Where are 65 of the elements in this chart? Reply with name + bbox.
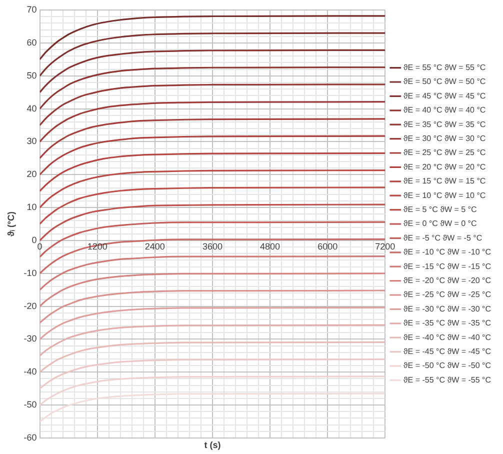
- legend-label: ϑE = 40 °C ϑW = 40 °C: [403, 106, 486, 115]
- legend-label: ϑE = -10 °C ϑW = -10 °C: [403, 248, 492, 257]
- line-series: [40, 49, 386, 94]
- y-axis-title: ϑᵢ (°C): [6, 211, 16, 237]
- legend-label: ϑE = 20 °C ϑW = 20 °C: [403, 162, 486, 172]
- legend-label: ϑE = 55 °C ϑW = 55 °C: [403, 63, 486, 72]
- line-series: [40, 376, 386, 406]
- y-tick-label: 60: [26, 37, 37, 48]
- legend-label: ϑE = -15 °C ϑW = -15 °C: [403, 262, 492, 271]
- y-tick-label: -50: [24, 400, 37, 410]
- legend-label: ϑE = -5 °C ϑW = -5 °C: [403, 233, 482, 242]
- y-tick-label: 10: [26, 202, 37, 212]
- x-axis-title: t (s): [204, 440, 221, 450]
- line-series: [40, 306, 386, 340]
- line-series: [40, 290, 386, 324]
- y-tick-label: -40: [24, 366, 37, 377]
- x-tick-label: 3600: [202, 241, 223, 252]
- legend-label: ϑE = 10 °C ϑW = 10 °C: [403, 190, 486, 200]
- line-series: [40, 118, 386, 159]
- legend-label: ϑE = 50 °C ϑW = 50 °C: [403, 77, 486, 86]
- y-tick-label: -20: [24, 300, 37, 311]
- y-tick-label: 70: [26, 4, 37, 14]
- legend-label: ϑE = 35 °C ϑW = 35 °C: [403, 120, 486, 129]
- line-series: [40, 32, 386, 77]
- line-series: [40, 272, 386, 308]
- x-tick-label: 2400: [144, 241, 165, 252]
- y-tick-label: 20: [26, 169, 37, 180]
- line-series: [40, 341, 386, 373]
- legend-label: ϑE = 45 °C ϑW = 45 °C: [403, 91, 486, 100]
- legend-label: ϑE = 15 °C ϑW = 15 °C: [403, 176, 486, 186]
- line-series: [40, 170, 386, 208]
- y-tick-label: -60: [24, 432, 37, 442]
- legend-label: ϑE = -25 °C ϑW = -25 °C: [403, 290, 492, 300]
- legend-label: ϑE = 0 °C ϑW = 0 °C: [403, 219, 477, 228]
- legend-label: ϑE = -55 °C ϑW = -55 °C: [403, 375, 492, 384]
- line-series: [40, 152, 386, 192]
- legend-label: ϑE = -50 °C ϑW = -50 °C: [403, 361, 492, 370]
- y-tick-label: 40: [26, 103, 37, 114]
- line-series: [40, 84, 386, 126]
- line-series: [40, 186, 386, 225]
- legend-label: ϑE = 5 °C ϑW = 5 °C: [403, 205, 477, 214]
- x-tick-label: 6000: [318, 241, 338, 252]
- y-tick-label: 30: [26, 136, 37, 146]
- legend-label: ϑE = -30 °C ϑW = -30 °C: [403, 304, 492, 314]
- legend-label: ϑE = -40 °C ϑW = -40 °C: [403, 332, 492, 342]
- y-tick-label: -10: [24, 268, 37, 278]
- line-series: [40, 135, 386, 176]
- x-tick-label: 7200: [375, 241, 396, 252]
- x-tick-label: 4800: [260, 241, 280, 252]
- legend-label: ϑE = 25 °C ϑW = 25 °C: [403, 148, 486, 158]
- line-series: [40, 15, 386, 60]
- y-tick-label: 50: [26, 70, 37, 80]
- line-series: [40, 255, 386, 291]
- line-series: [40, 358, 386, 390]
- line-series: [40, 392, 386, 422]
- legend-label: ϑE = -20 °C ϑW = -20 °C: [403, 276, 492, 286]
- line-series: [40, 66, 386, 110]
- legend-label: ϑE = 30 °C ϑW = 30 °C: [403, 134, 486, 144]
- legend-label: ϑE = -35 °C ϑW = -35 °C: [403, 318, 492, 328]
- y-tick-label: 0: [32, 234, 37, 245]
- line-series: [40, 204, 386, 242]
- y-tick-label: -30: [24, 334, 37, 344]
- line-series: [40, 324, 386, 356]
- line-series: [40, 101, 386, 142]
- legend-label: ϑE = -45 °C ϑW = -45 °C: [403, 347, 492, 356]
